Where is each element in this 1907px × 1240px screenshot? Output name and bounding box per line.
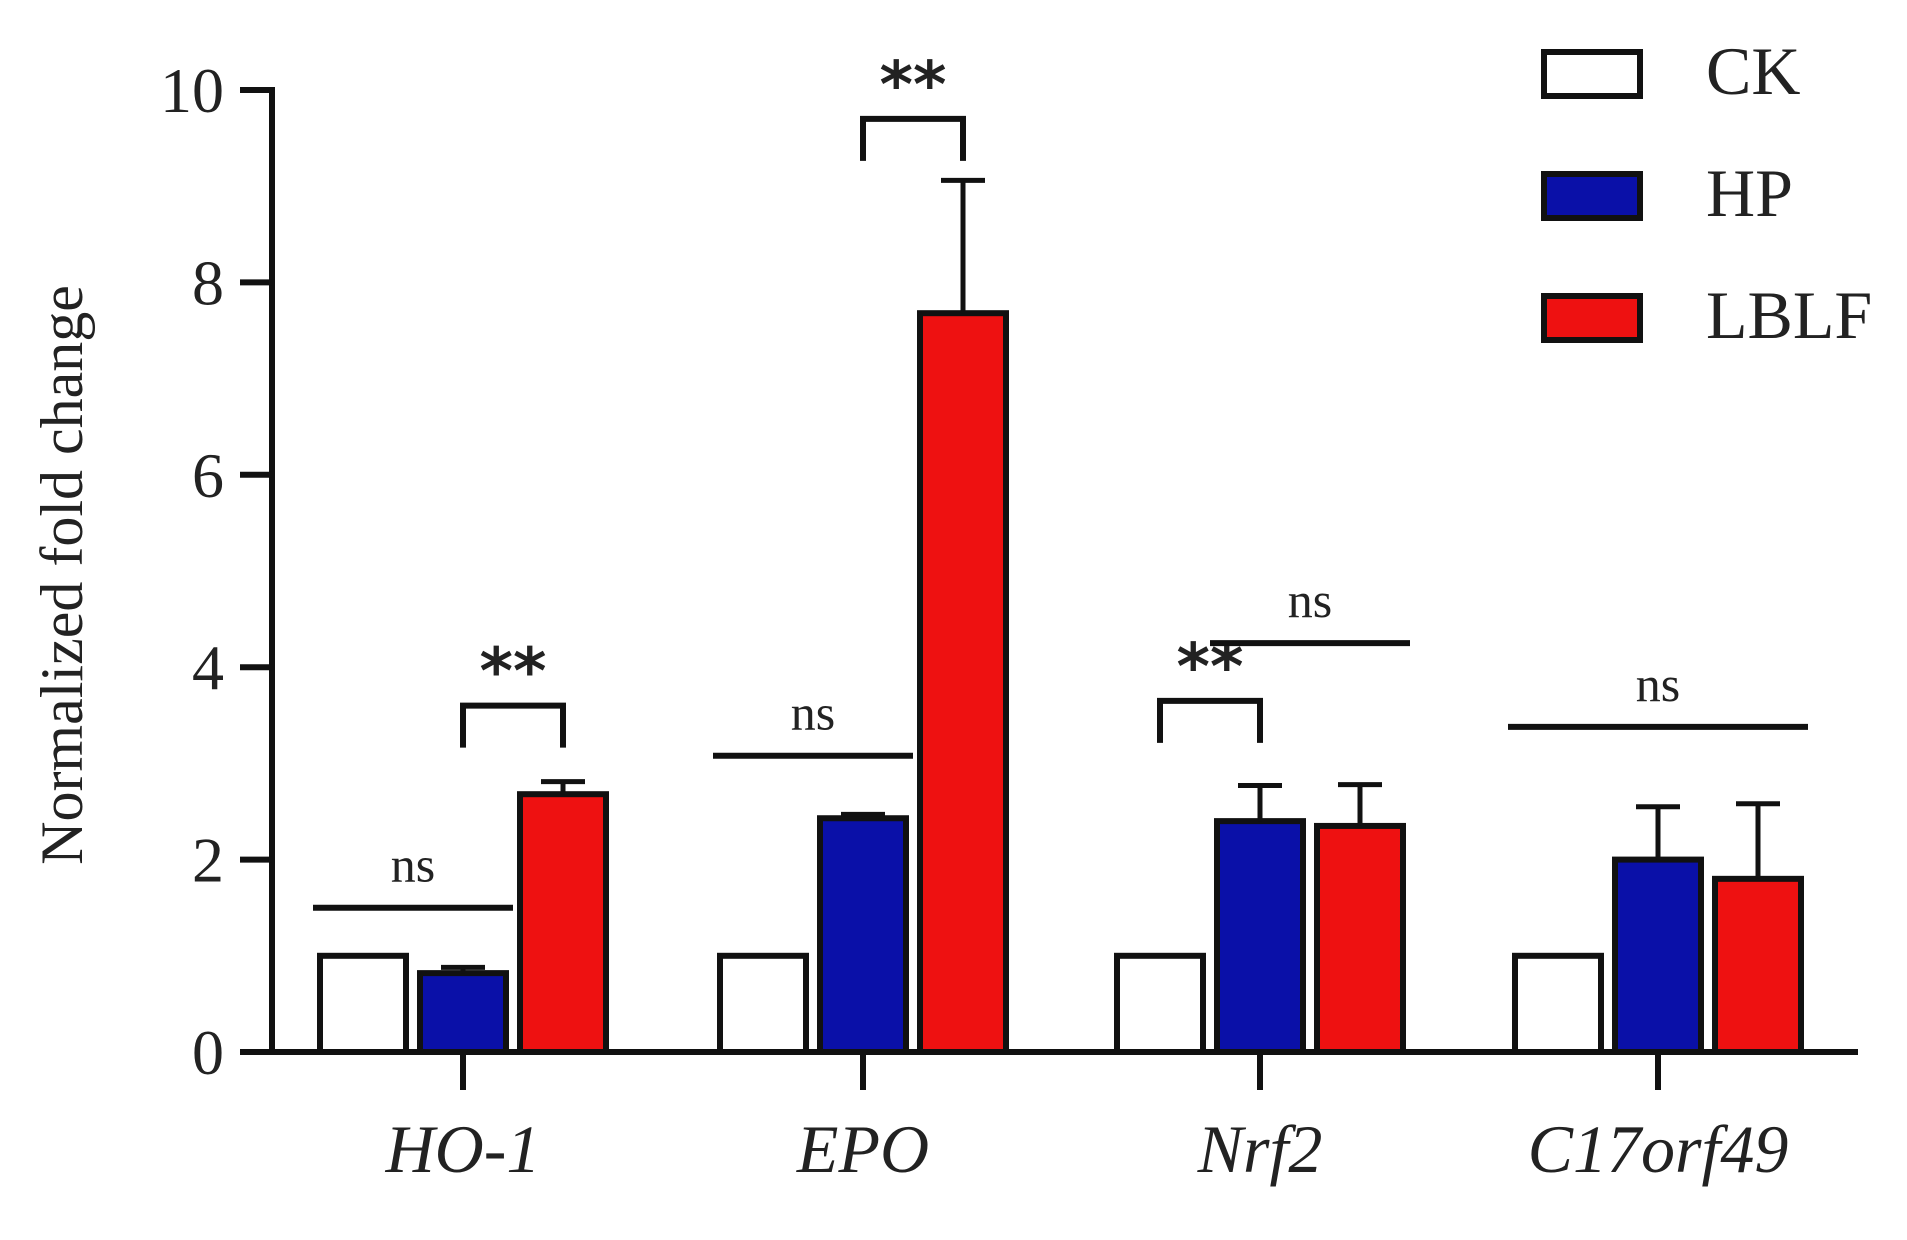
- legend-label-ck: CK: [1706, 33, 1800, 109]
- y-tick-label-10: 10: [160, 55, 224, 126]
- x-tick-label-epo: EPO: [796, 1111, 929, 1187]
- bar-ck-2: [1114, 952, 1206, 1055]
- y-tick-label-8: 8: [192, 247, 224, 318]
- y-tick-label-2: 2: [192, 825, 224, 896]
- bar-hp-0: [417, 970, 509, 1056]
- bar-lblf-2: [1314, 822, 1406, 1055]
- bar-hp-2: [1214, 818, 1306, 1055]
- y-tick-label-4: 4: [192, 632, 224, 703]
- legend: CK HP LBLF: [1541, 33, 1872, 353]
- y-tick-label-0: 0: [192, 1017, 224, 1088]
- significance-label-0: ns: [391, 837, 435, 893]
- legend-swatch-ck: [1541, 49, 1643, 99]
- bar-lblf-3: [1712, 875, 1804, 1056]
- bar-ck-1: [717, 952, 809, 1055]
- x-tick-label-nrf2: Nrf2: [1197, 1111, 1323, 1187]
- x-tick-label-ho-1: HO-1: [385, 1111, 541, 1187]
- significance-label-6: ns: [1636, 656, 1680, 712]
- significance-label-5: ns: [1288, 572, 1332, 628]
- bar-hp-1: [817, 815, 909, 1056]
- significance-bracket-4: [1157, 697, 1263, 743]
- legend-label-lblf: LBLF: [1706, 277, 1872, 353]
- significance-bracket-3: [860, 115, 966, 161]
- legend-swatch-hp: [1541, 171, 1643, 221]
- legend-swatch-lblf: [1541, 293, 1643, 343]
- bar-lblf-0: [517, 791, 609, 1056]
- y-axis-label: Normalized fold change: [29, 285, 95, 865]
- error-bars-layer: [441, 177, 1780, 974]
- x-tick-label-c17orf49: C17orf49: [1528, 1111, 1789, 1187]
- bar-ck-3: [1512, 952, 1604, 1055]
- bar-hp-3: [1612, 856, 1704, 1055]
- significance-label-2: ns: [791, 685, 835, 741]
- bar-ck-0: [317, 952, 409, 1055]
- significance-bracket-1: [460, 702, 566, 748]
- axes-layer: 0 2 4 6 8 10 HO-1 EPO Nrf2 C17orf49: [160, 55, 1858, 1187]
- bar-lblf-1: [917, 310, 1009, 1055]
- significance-label-1: **: [480, 636, 547, 710]
- legend-label-hp: HP: [1706, 155, 1793, 231]
- significance-label-3: **: [880, 49, 947, 123]
- y-tick-label-6: 6: [192, 440, 224, 511]
